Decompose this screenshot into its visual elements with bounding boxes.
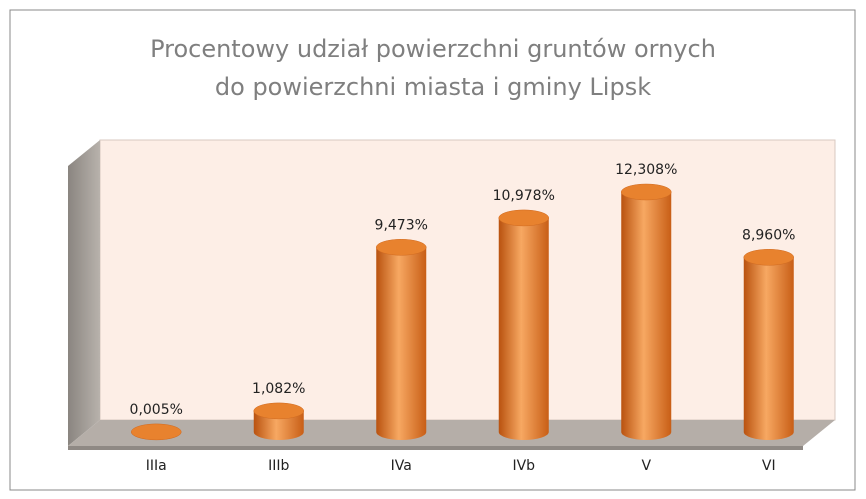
bar-top — [498, 209, 549, 227]
bar-body — [498, 217, 549, 440]
x-tick-label: IIIa — [146, 458, 167, 474]
data-label: 12,308% — [615, 162, 677, 178]
bar-top — [376, 239, 427, 256]
floor — [68, 420, 835, 446]
bar-top — [253, 402, 304, 420]
x-tick-label: IVb — [512, 458, 535, 474]
x-tick-label: IVa — [391, 458, 412, 474]
bar-top — [743, 249, 794, 266]
data-label: 8,960% — [742, 227, 795, 243]
data-label: 9,473% — [375, 217, 428, 233]
bar — [621, 183, 672, 440]
bar — [743, 249, 794, 440]
bar-body — [376, 247, 427, 440]
chart-title: do powierzchni miasta i gminy Lipsk — [215, 73, 651, 101]
bar-top — [131, 423, 182, 441]
bar-body — [743, 257, 794, 440]
side-wall — [68, 140, 100, 446]
x-tick-label: V — [641, 458, 651, 474]
bar-top — [621, 183, 672, 201]
back-wall — [99, 139, 836, 421]
floor-edge — [68, 446, 803, 450]
bar-body — [621, 192, 672, 440]
bar — [253, 402, 304, 440]
bar — [376, 239, 427, 440]
data-label: 1,082% — [252, 381, 305, 397]
x-tick-label: VI — [762, 458, 776, 474]
bar — [498, 209, 549, 440]
bar-body — [253, 410, 304, 440]
bar — [131, 423, 182, 441]
data-label: 0,005% — [130, 402, 183, 418]
x-tick-label: IIIb — [268, 458, 289, 474]
data-label: 10,978% — [493, 188, 555, 204]
chart-title: Procentowy udział powierzchni gruntów or… — [150, 35, 716, 63]
